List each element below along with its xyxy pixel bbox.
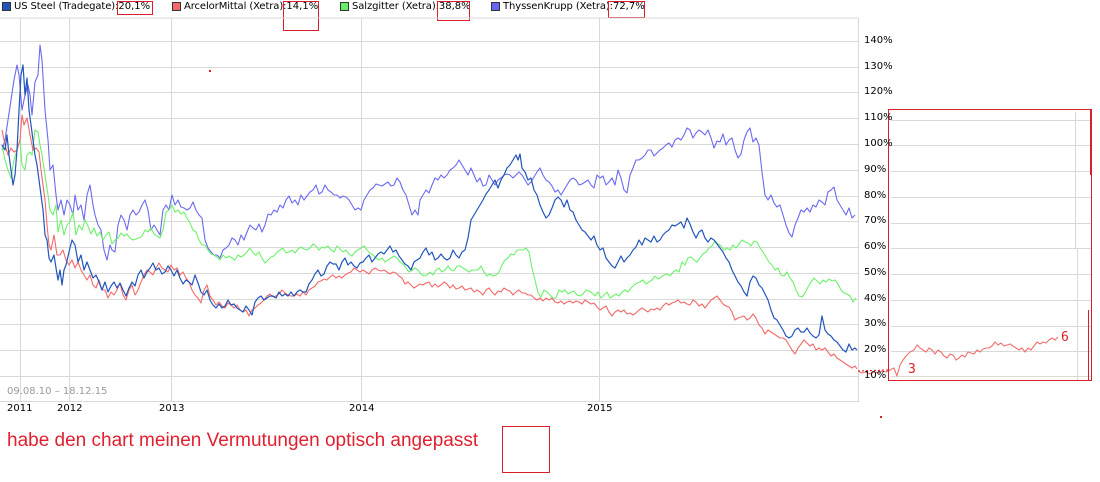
x-tick-label: 2011 (7, 403, 33, 414)
y-tick-label: 70% (864, 215, 887, 226)
legend-swatch-icon (491, 2, 500, 11)
x-tick-label: 2014 (349, 403, 375, 414)
x-tick-label: 2013 (159, 403, 185, 414)
y-tick-label: 50% (864, 267, 887, 278)
annotation-empty-box (502, 426, 550, 473)
annotation-dot (209, 70, 211, 72)
series-thyssenkrupp (1, 44, 856, 261)
legend-item-arcelormittal[interactable]: ArcelorMittal (Xetra): 14,1% (172, 1, 318, 12)
series-salzgitter (1, 129, 857, 303)
legend-value: 20,1% (118, 1, 151, 12)
y-tick-label: 140% (864, 35, 893, 46)
legend-swatch-icon (340, 2, 349, 11)
x-tick-label: 2015 (587, 403, 613, 414)
legend-label: US Steel (Tradegate): (14, 1, 119, 12)
legend-value: 72,7% (612, 1, 645, 12)
y-tick-label: 40% (864, 293, 887, 304)
legend-item-us-steel[interactable]: US Steel (Tradegate): 20,1% (2, 1, 150, 12)
annotation-dashed-connector (857, 369, 889, 372)
annotation-dot (880, 416, 882, 418)
annotation-end-mark: 6 (1061, 330, 1069, 345)
grid (0, 17, 859, 402)
legend-label: Salzgitter (Xetra): (352, 1, 439, 12)
y-tick-label: 10% (864, 370, 887, 381)
series-arcelormittal (1, 114, 858, 370)
y-tick-label: 80% (864, 190, 887, 201)
series-us-steel (1, 64, 858, 353)
y-tick-label: 20% (864, 344, 887, 355)
y-tick-label: 110% (864, 112, 893, 123)
y-tick-label: 90% (864, 164, 887, 175)
legend-swatch-icon (2, 2, 11, 11)
annotation-box-salzgitter (437, 1, 470, 21)
legend-label: ArcelorMittal (Xetra): (184, 1, 287, 12)
legend-swatch-icon (172, 2, 181, 11)
legend-label: ThyssenKrupp (Xetra): (503, 1, 613, 12)
annotation-box-arcelormittal (283, 1, 319, 31)
y-tick-label: 60% (864, 241, 887, 252)
y-tick-label: 30% (864, 318, 887, 329)
y-tick-label: 100% (864, 138, 893, 149)
annotation-note: habe den chart meinen Vermutungen optisc… (7, 430, 479, 451)
y-tick-label: 130% (864, 61, 893, 72)
y-tick-label: 120% (864, 86, 893, 97)
annotation-start-mark: 3 (908, 362, 916, 377)
annotation-box-us-steel (117, 1, 153, 15)
date-range-label: 09.08.10 – 18.12.15 (7, 386, 108, 397)
legend-value: 38,8% (438, 1, 471, 12)
legend-item-thyssenkrupp[interactable]: ThyssenKrupp (Xetra): 72,7% (491, 1, 645, 12)
legend-value: 14,1% (286, 1, 319, 12)
annotation-extension-box (888, 109, 1092, 381)
legend-item-salzgitter[interactable]: Salzgitter (Xetra): 38,8% (340, 1, 471, 12)
annotation-extension-line (857, 336, 1059, 377)
x-tick-label: 2012 (57, 403, 83, 414)
line-chart (0, 17, 1092, 418)
